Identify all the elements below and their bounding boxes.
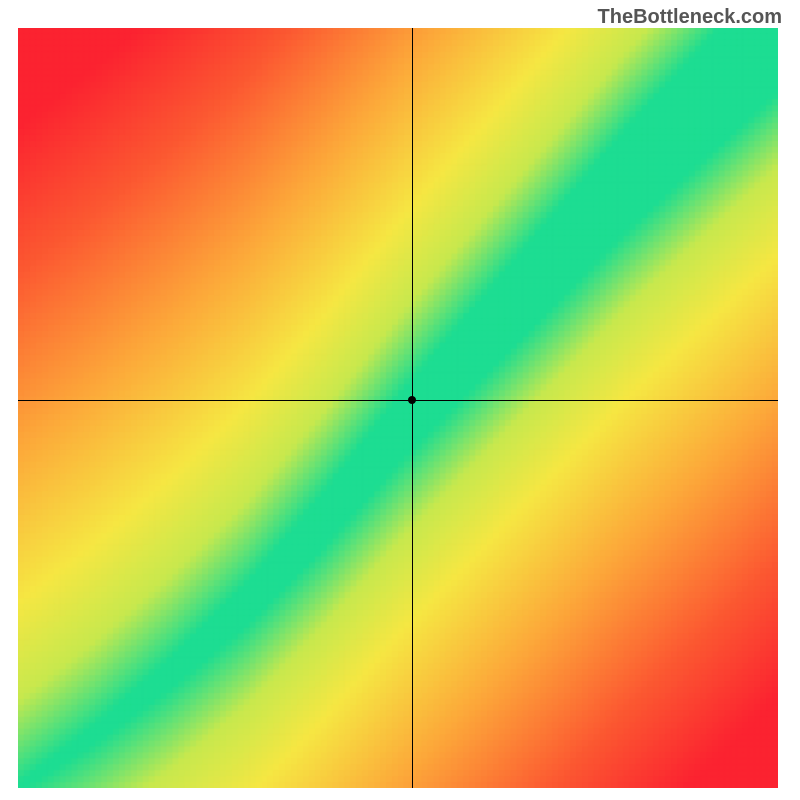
crosshair-horizontal: [18, 400, 778, 401]
heatmap-canvas: [18, 28, 778, 788]
crosshair-vertical: [412, 28, 413, 788]
selection-marker: [408, 396, 416, 404]
watermark-text: TheBottleneck.com: [598, 6, 782, 29]
bottleneck-heatmap: [18, 28, 778, 788]
